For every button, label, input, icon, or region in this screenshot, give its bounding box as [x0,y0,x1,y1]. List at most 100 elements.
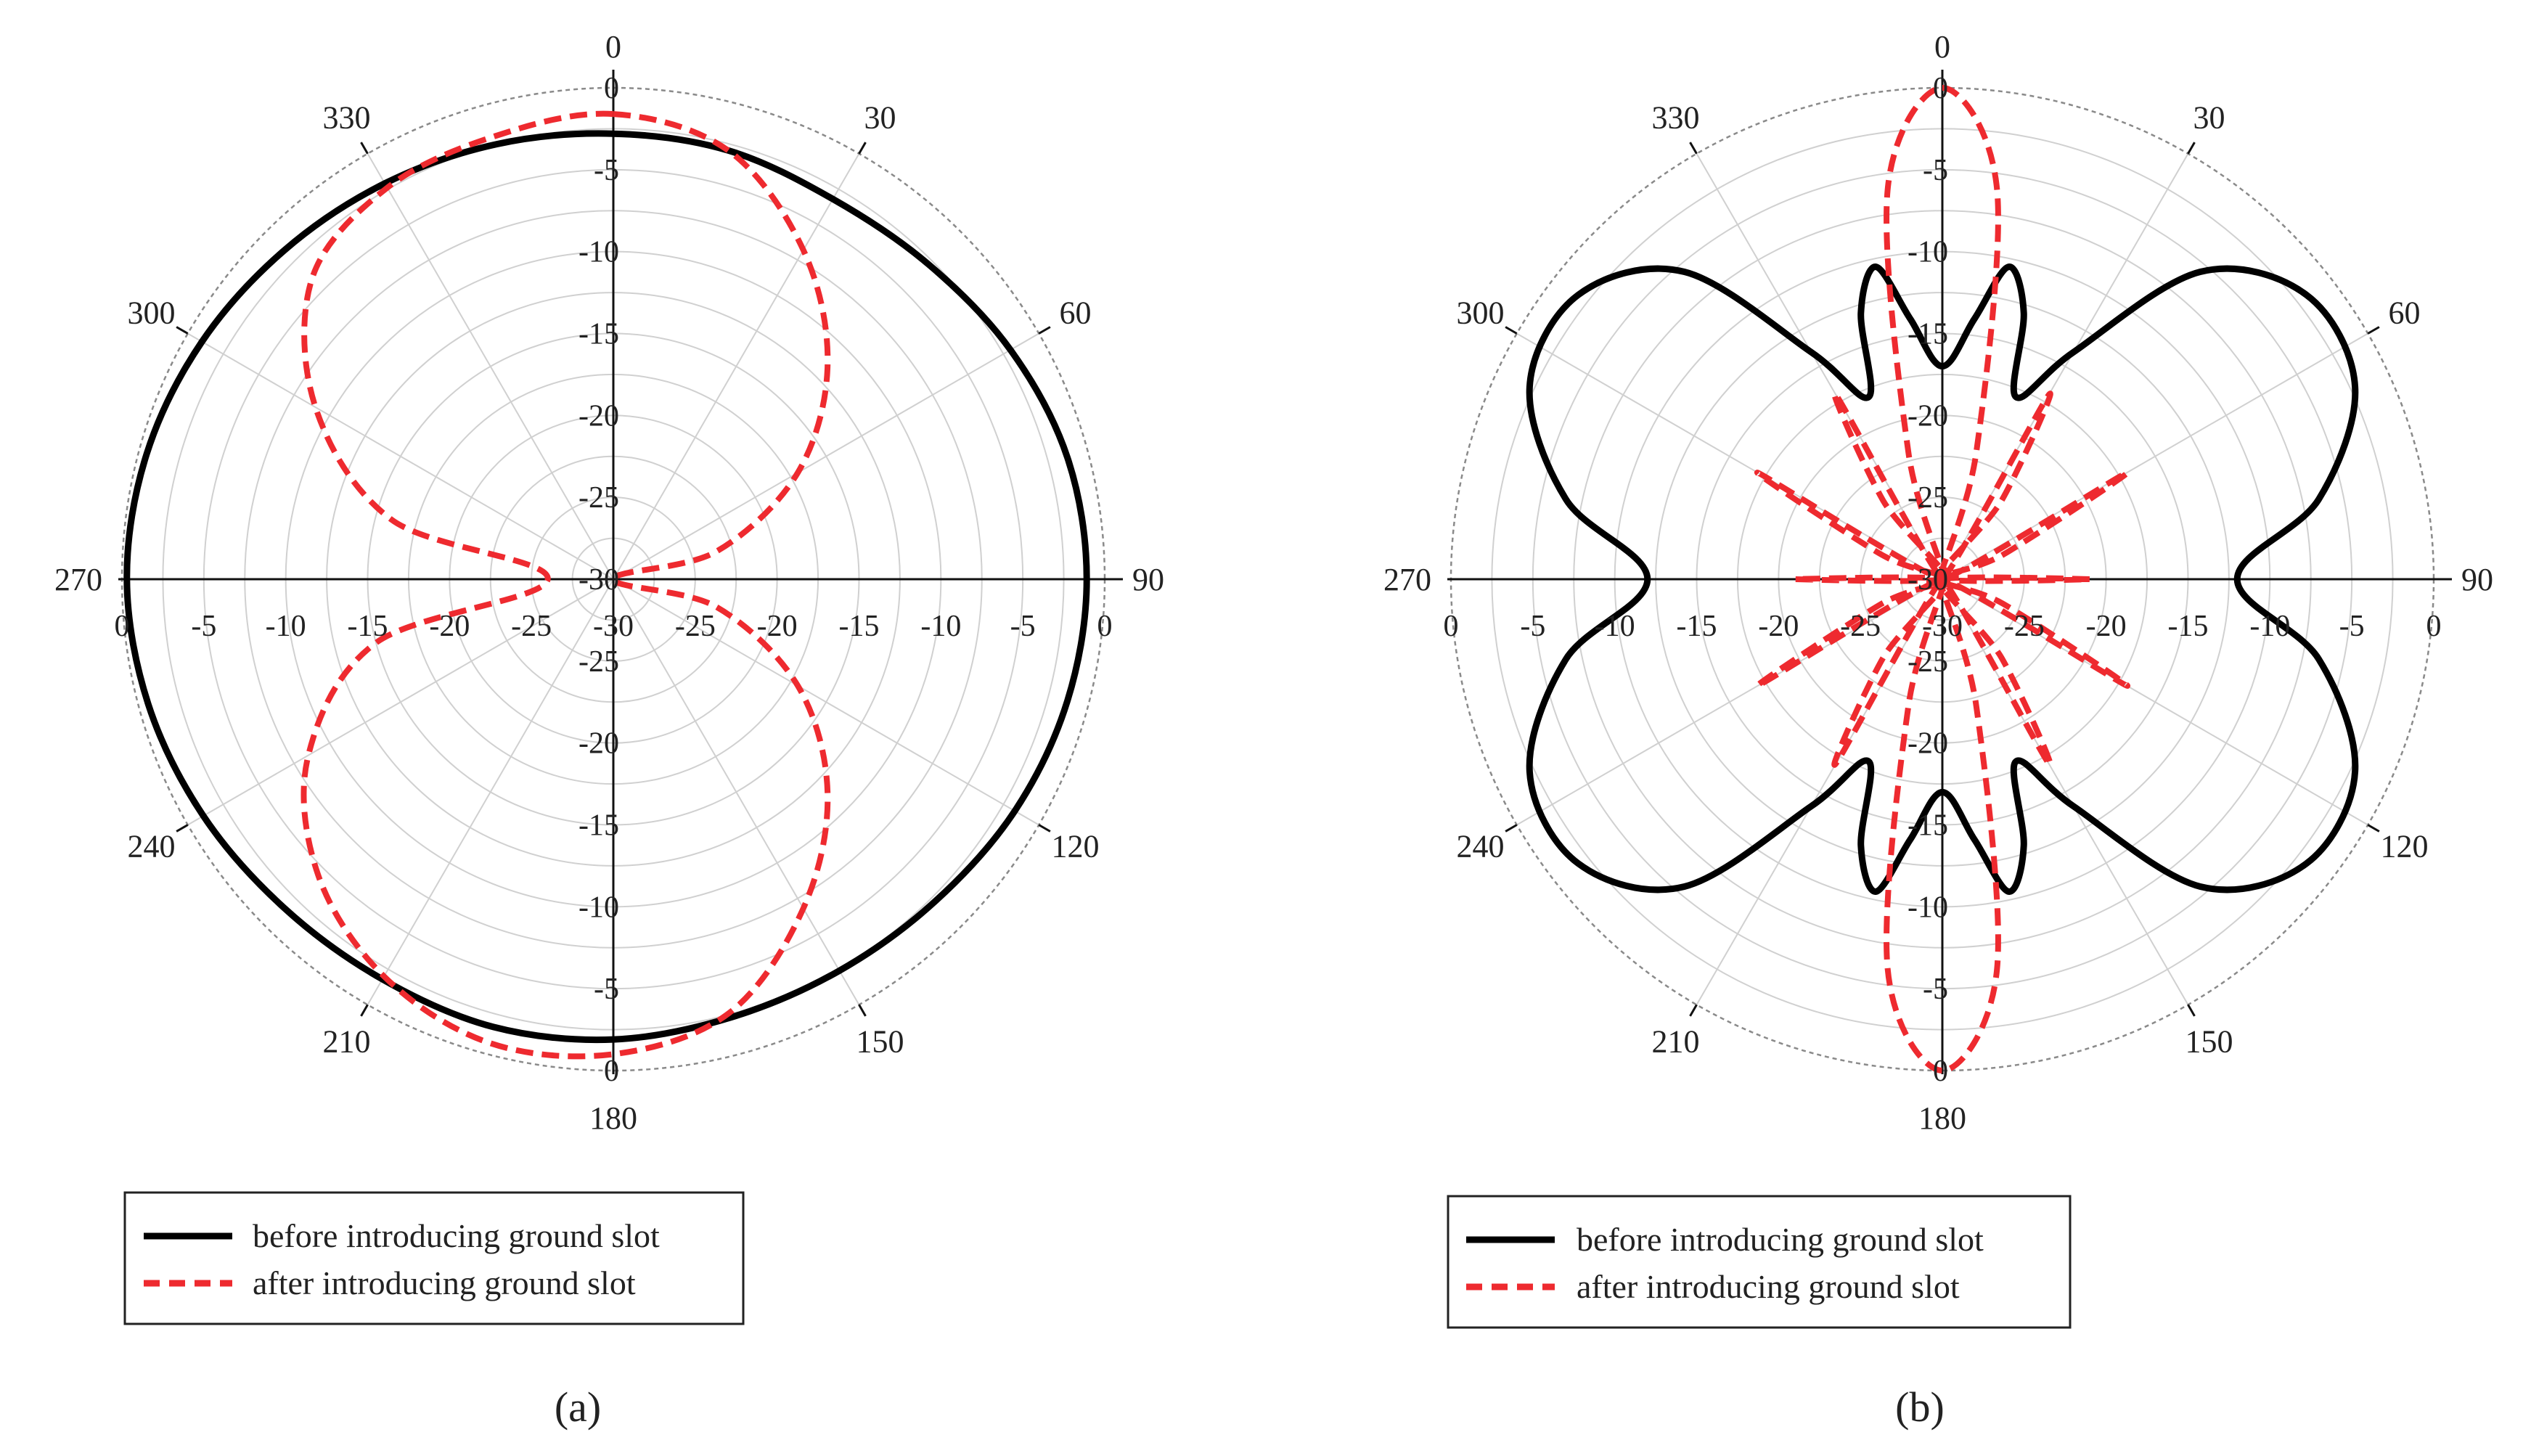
angle-label: 270 [54,562,102,597]
angle-label: 30 [2193,100,2225,136]
radial-tick-label: 0 [1933,72,1948,105]
legend-b: before introducing ground slot after int… [1447,1195,2072,1329]
radial-tick-label: -5 [1923,154,1948,187]
angle-label: 240 [128,829,176,864]
grid-spoke [613,332,1039,580]
grid-spoke [1942,332,2368,580]
angle-tick [1505,824,1518,833]
radial-tick-label: -5 [594,973,619,1006]
angle-label: 150 [856,1024,904,1060]
radial-tick-label: 0 [604,1055,619,1088]
angle-label: 150 [2186,1024,2233,1060]
radial-tick-label: -20 [1908,727,1948,761]
radial-tick-label: -30 [578,563,619,597]
series-before-line [123,130,1090,1044]
series-before-line [1526,263,2359,895]
angle-tick [360,1004,369,1017]
angle-tick [1689,1004,1698,1017]
grid-spoke [187,332,614,580]
radial-tick-label: -25 [675,610,716,643]
radial-tick-label: -5 [1923,973,1948,1006]
radial-tick-label: -20 [1758,610,1799,643]
grid-spoke [367,578,614,1005]
angle-tick [1505,326,1518,335]
labels-b: 0 30 60 90 120 150 180 210 240 270 300 330 0 0 0 0 -5 -5 -… [1383,29,2493,1136]
series-layer-b [1526,85,2359,1073]
angle-label: 330 [1652,100,1700,136]
angle-tick [858,1004,867,1017]
angle-tick [1038,824,1051,833]
radial-tick-label: -15 [2168,610,2209,643]
radial-tick-label: -20 [578,727,619,761]
radial-tick-label: -30 [1908,563,1948,597]
radial-tick-label: -20 [1908,399,1948,433]
grid-spoke [1696,153,1943,580]
polar-axes-a [118,70,1123,1074]
angle-label: 0 [1934,29,1950,65]
angle-label: 0 [605,29,621,65]
radial-tick-label: -20 [2086,610,2127,643]
legend-label-after-b: after introducing ground slot [1577,1268,1960,1305]
grid-spoke [613,153,860,580]
angle-label: 120 [1052,829,1100,864]
grid-spoke [1942,153,2189,580]
radial-tick-label: -10 [578,236,619,269]
radial-tick-label: -15 [348,610,388,643]
radial-tick-label: -10 [1595,610,1635,643]
radial-tick-label: -20 [578,399,619,433]
radial-tick-label: -10 [920,610,961,643]
radial-tick-label: 0 [2426,610,2442,643]
legend-box-b [1447,1195,2072,1329]
angle-label: 210 [1652,1024,1700,1060]
grid-spoke [613,578,1039,826]
radial-tick-label: -10 [2249,610,2290,643]
angle-label: 180 [1918,1100,1966,1136]
legend-box-a [123,1191,745,1325]
angle-tick [858,142,867,155]
radial-tick-label: -25 [2004,610,2045,643]
angle-label: 180 [589,1100,637,1136]
radial-tick-label: -5 [1010,610,1036,643]
angle-label: 330 [323,100,371,136]
radial-tick-label: 0 [115,610,130,643]
angle-label: 90 [2461,562,2493,597]
radial-tick-label: -10 [1908,236,1948,269]
radial-tick-label: -15 [1908,809,1948,843]
radial-tick-label: -5 [191,610,216,643]
angle-tick [2367,824,2380,833]
angle-tick [2367,326,2380,335]
radial-tick-label: -15 [1908,318,1948,351]
angle-tick [2187,1004,2196,1017]
angle-label: 300 [128,295,176,331]
angle-tick [2187,142,2196,155]
legend-label-after-a: after introducing ground slot [253,1264,636,1301]
radial-tick-label: -5 [2339,610,2365,643]
angle-label: 240 [1457,829,1505,864]
radial-tick-label: -15 [578,318,619,351]
radial-tick-label: -25 [1840,610,1881,643]
angle-label: 60 [2389,295,2421,331]
grid-spoke [367,153,614,580]
angle-label: 270 [1383,562,1431,597]
legend-label-before-a: before introducing ground slot [253,1217,660,1254]
radial-tick-label: -20 [429,610,470,643]
radial-tick-label: -10 [1908,891,1948,924]
caption-b: (b) [1895,1383,1945,1431]
grid-spoke [187,578,614,826]
radial-tick-label: -15 [839,610,880,643]
grid-spoke [613,578,860,1005]
radial-tick-label: -5 [594,154,619,187]
radial-tick-label: -10 [578,891,619,924]
radial-tick-label: -20 [757,610,798,643]
radial-tick-label: -25 [1908,481,1948,515]
polar-plot-a: 0 30 60 90 120 150 180 210 240 270 300 330 0 0 0 0 -5 -5 -… [54,29,1164,1136]
radial-tick-label: 0 [1933,1055,1948,1088]
radial-tick-label: -30 [593,610,634,643]
radial-tick-label: 0 [1097,610,1113,643]
grid-spoke [1942,578,2189,1005]
angle-label: 60 [1060,295,1092,331]
grid-spoke [1516,578,1943,826]
angle-label: 30 [864,100,896,136]
series-layer-a [123,110,1090,1060]
